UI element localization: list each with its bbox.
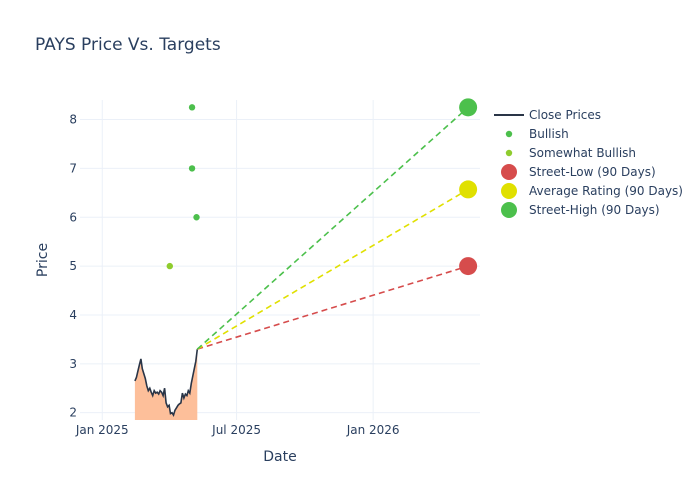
- bullish-point: [193, 214, 200, 221]
- target-line-average: [196, 188, 469, 350]
- legend-swatch-bullish: [505, 130, 513, 138]
- y-tick-label: 3: [69, 357, 77, 371]
- close-price-line: [134, 349, 199, 418]
- x-tick-label: Jan 2025: [75, 423, 129, 437]
- target-line-street-low: [197, 265, 469, 350]
- y-axis-title: Price: [35, 243, 51, 277]
- grid-lines: [80, 100, 480, 420]
- legend-label-close-prices: Close Prices: [529, 108, 601, 122]
- x-axis-ticks: Jan 2025 Jul 2025 Jan 2026: [75, 423, 400, 437]
- target-point-street-low: [459, 257, 478, 276]
- y-tick-label: 2: [69, 406, 77, 420]
- y-tick-label: 4: [69, 308, 77, 322]
- legend-swatch-street-low-90-days: [501, 164, 517, 180]
- y-tick-label: 5: [69, 259, 77, 273]
- x-axis-title: Date: [263, 449, 296, 465]
- legend-swatch-average-rating-90-days: [501, 183, 517, 199]
- bullish-point: [188, 104, 196, 111]
- target-point-average: [459, 180, 478, 199]
- somewhat-bullish-point: [166, 262, 173, 270]
- legend-label-bullish: Bullish: [529, 127, 569, 141]
- bullish-point: [188, 165, 196, 172]
- close-price-area: [134, 349, 198, 420]
- legend-swatch-street-high-90-days: [501, 202, 517, 218]
- target-point-street-high: [459, 98, 478, 117]
- x-tick-label: Jul 2025: [211, 423, 261, 437]
- legend-label-average-rating-90-days: Average Rating (90 Days): [529, 184, 683, 198]
- legend-swatch-somewhat-bullish: [505, 149, 513, 157]
- legend: Close Prices Bullish Somewhat Bullish Stree…: [494, 108, 683, 218]
- target-line-street-high: [196, 106, 469, 350]
- y-axis-ticks: 2 3 4 5 6 7 8: [69, 113, 77, 420]
- legend-label-street-high-90-days: Street-High (90 Days): [529, 203, 660, 217]
- plot-area: [134, 98, 478, 420]
- y-tick-label: 7: [69, 161, 77, 175]
- y-tick-label: 8: [69, 113, 77, 127]
- x-tick-label: Jan 2026: [346, 423, 400, 437]
- chart-title: PAYS Price Vs. Targets: [35, 35, 221, 55]
- legend-label-street-low-90-days: Street-Low (90 Days): [529, 165, 656, 179]
- legend-label-somewhat-bullish: Somewhat Bullish: [529, 146, 636, 160]
- y-tick-label: 6: [69, 210, 77, 224]
